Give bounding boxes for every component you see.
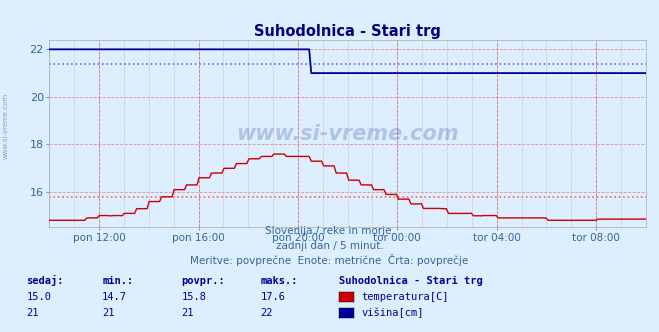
Text: Slovenija / reke in morje.: Slovenija / reke in morje. — [264, 226, 395, 236]
Text: www.si-vreme.com: www.si-vreme.com — [237, 124, 459, 144]
Text: 21: 21 — [181, 308, 194, 318]
Text: sedaj:: sedaj: — [26, 275, 64, 286]
Text: maks.:: maks.: — [260, 276, 298, 286]
Text: višina[cm]: višina[cm] — [361, 308, 424, 318]
Text: temperatura[C]: temperatura[C] — [361, 292, 449, 302]
Text: 15.0: 15.0 — [26, 292, 51, 302]
Text: 14.7: 14.7 — [102, 292, 127, 302]
Text: min.:: min.: — [102, 276, 133, 286]
Title: Suhodolnica - Stari trg: Suhodolnica - Stari trg — [254, 24, 441, 39]
Text: 21: 21 — [102, 308, 115, 318]
Text: zadnji dan / 5 minut.: zadnji dan / 5 minut. — [275, 241, 384, 251]
Text: Suhodolnica - Stari trg: Suhodolnica - Stari trg — [339, 276, 483, 286]
Text: 22: 22 — [260, 308, 273, 318]
Text: povpr.:: povpr.: — [181, 276, 225, 286]
Text: Meritve: povprečne  Enote: metrične  Črta: povprečje: Meritve: povprečne Enote: metrične Črta:… — [190, 254, 469, 266]
Text: 21: 21 — [26, 308, 39, 318]
Text: 17.6: 17.6 — [260, 292, 285, 302]
Text: 15.8: 15.8 — [181, 292, 206, 302]
Text: www.si-vreme.com: www.si-vreme.com — [2, 93, 9, 159]
